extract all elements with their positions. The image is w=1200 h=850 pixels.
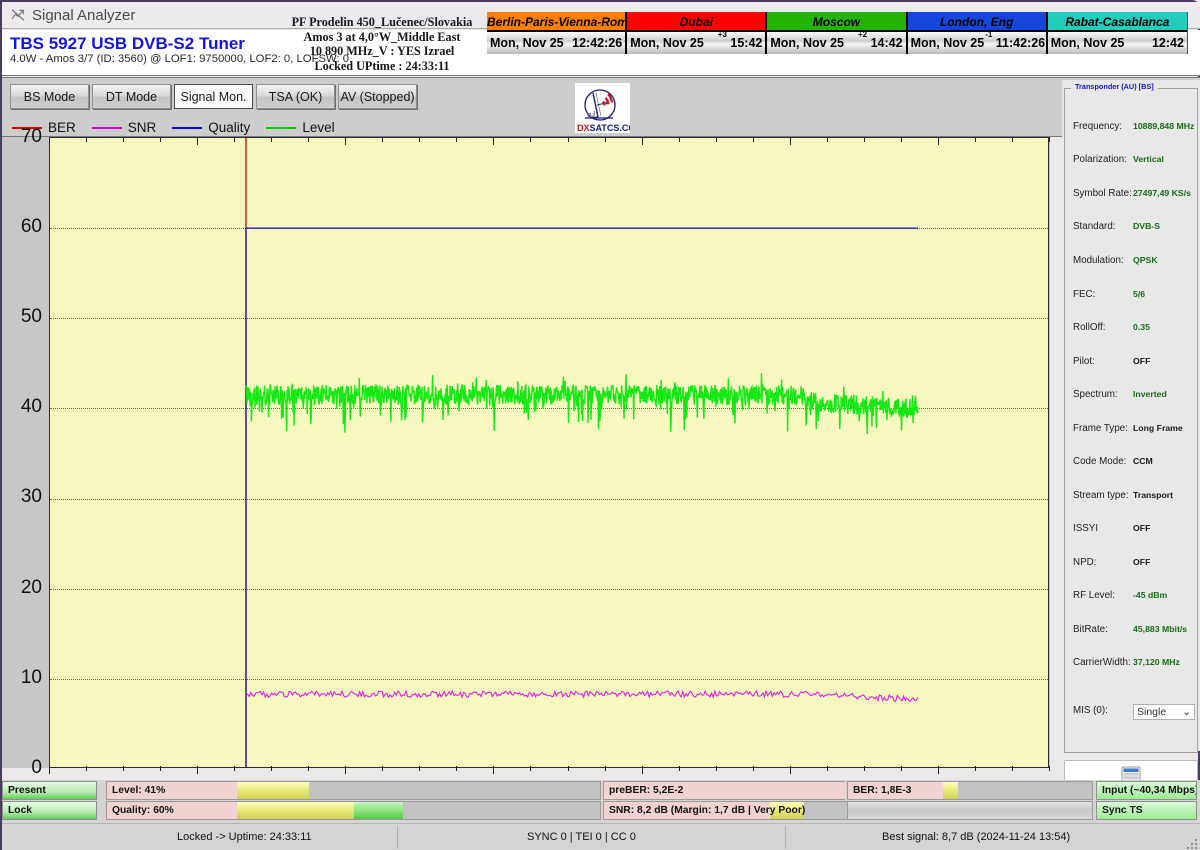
svg-text:DXSATCS.COM: DXSATCS.COM xyxy=(577,123,630,133)
